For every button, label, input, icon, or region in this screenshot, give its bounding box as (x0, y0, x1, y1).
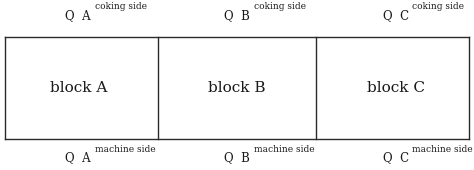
Text: machine side: machine side (254, 145, 314, 154)
Text: coking side: coking side (95, 2, 147, 11)
Text: coking side: coking side (254, 2, 306, 11)
Text: Q  C: Q C (383, 152, 409, 165)
Text: Q  A: Q A (65, 152, 91, 165)
Text: Q  C: Q C (383, 9, 409, 22)
Text: block C: block C (367, 81, 425, 95)
Text: Q  B: Q B (224, 152, 250, 165)
Text: Q  B: Q B (224, 9, 250, 22)
Text: block B: block B (208, 81, 266, 95)
Text: machine side: machine side (412, 145, 473, 154)
Text: machine side: machine side (95, 145, 155, 154)
Text: block A: block A (49, 81, 107, 95)
Text: Q  A: Q A (65, 9, 91, 22)
Text: coking side: coking side (412, 2, 465, 11)
